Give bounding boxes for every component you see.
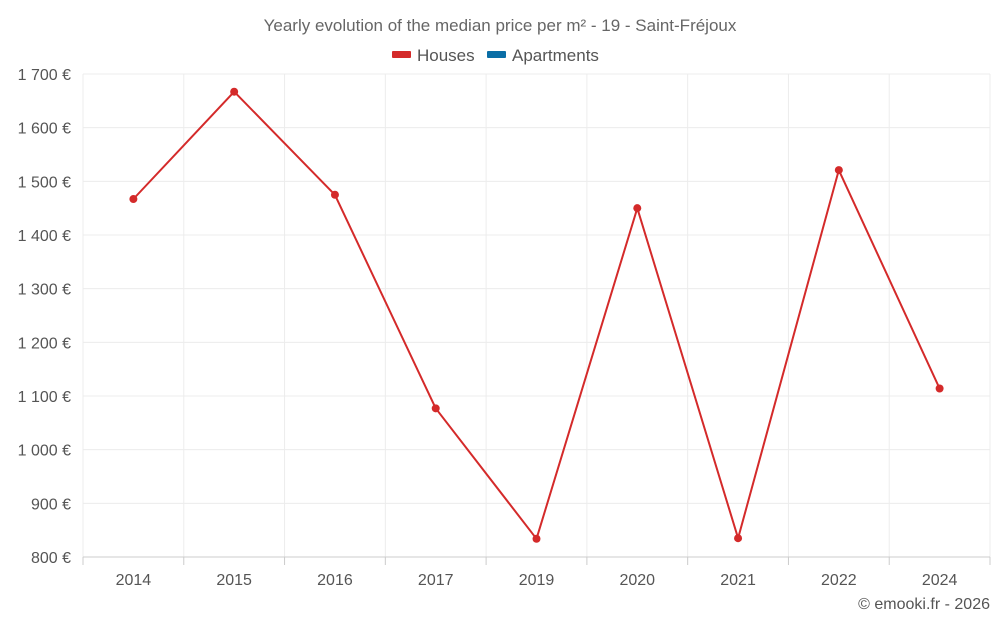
x-tick-label: 2017 — [418, 572, 454, 589]
y-tick-label: 1 200 € — [18, 335, 71, 352]
data-point-houses[interactable] — [734, 534, 743, 543]
x-tick-label: 2016 — [317, 572, 353, 589]
data-point-houses[interactable] — [230, 87, 239, 96]
x-tick-label: 2024 — [922, 572, 958, 589]
y-axis: 800 € 900 € 1 000 € 1 100 € 1 200 € 1 300 € 1 … — [18, 67, 71, 567]
legend-item-apartments[interactable]: Apartments — [487, 46, 599, 65]
x-tick-label: 2022 — [821, 572, 857, 589]
credit-text: © emooki.fr - 2026 — [858, 596, 990, 613]
series-line-houses — [132, 90, 941, 540]
x-tick-label: 2019 — [519, 572, 555, 589]
y-tick-label: 1 300 € — [18, 282, 71, 299]
x-tick-label: 2014 — [116, 572, 152, 589]
y-tick-label: 1 600 € — [18, 121, 71, 138]
chart-title: Yearly evolution of the median price per… — [264, 16, 737, 35]
y-tick-label: 900 € — [31, 496, 71, 513]
x-tick-label: 2020 — [619, 572, 655, 589]
data-point-houses[interactable] — [330, 190, 339, 199]
legend-label-houses: Houses — [417, 46, 475, 65]
y-tick-label: 800 € — [31, 550, 71, 567]
data-point-houses[interactable] — [834, 166, 843, 175]
legend-item-houses[interactable]: Houses — [392, 46, 475, 65]
x-axis: 2014 2015 2016 2017 2019 2020 2021 2022 2024 — [82, 556, 991, 589]
data-point-houses[interactable] — [532, 534, 541, 543]
data-point-houses[interactable] — [633, 204, 642, 213]
y-tick-label: 1 500 € — [18, 174, 71, 191]
grid — [82, 73, 991, 557]
y-tick-label: 1 700 € — [18, 67, 71, 84]
x-tick-label: 2015 — [216, 572, 252, 589]
y-tick-label: 1 400 € — [18, 228, 71, 245]
legend-label-apartments: Apartments — [512, 46, 599, 65]
legend: Houses Apartments — [392, 46, 599, 65]
data-point-houses[interactable] — [129, 195, 138, 204]
legend-swatch-apartments — [487, 51, 506, 58]
y-tick-label: 1 000 € — [18, 443, 71, 460]
data-point-houses[interactable] — [935, 384, 944, 393]
x-tick-label: 2021 — [720, 572, 756, 589]
y-tick-label: 1 100 € — [18, 389, 71, 406]
series-layer — [129, 87, 944, 543]
data-point-houses[interactable] — [431, 404, 440, 413]
legend-swatch-houses — [392, 51, 411, 58]
